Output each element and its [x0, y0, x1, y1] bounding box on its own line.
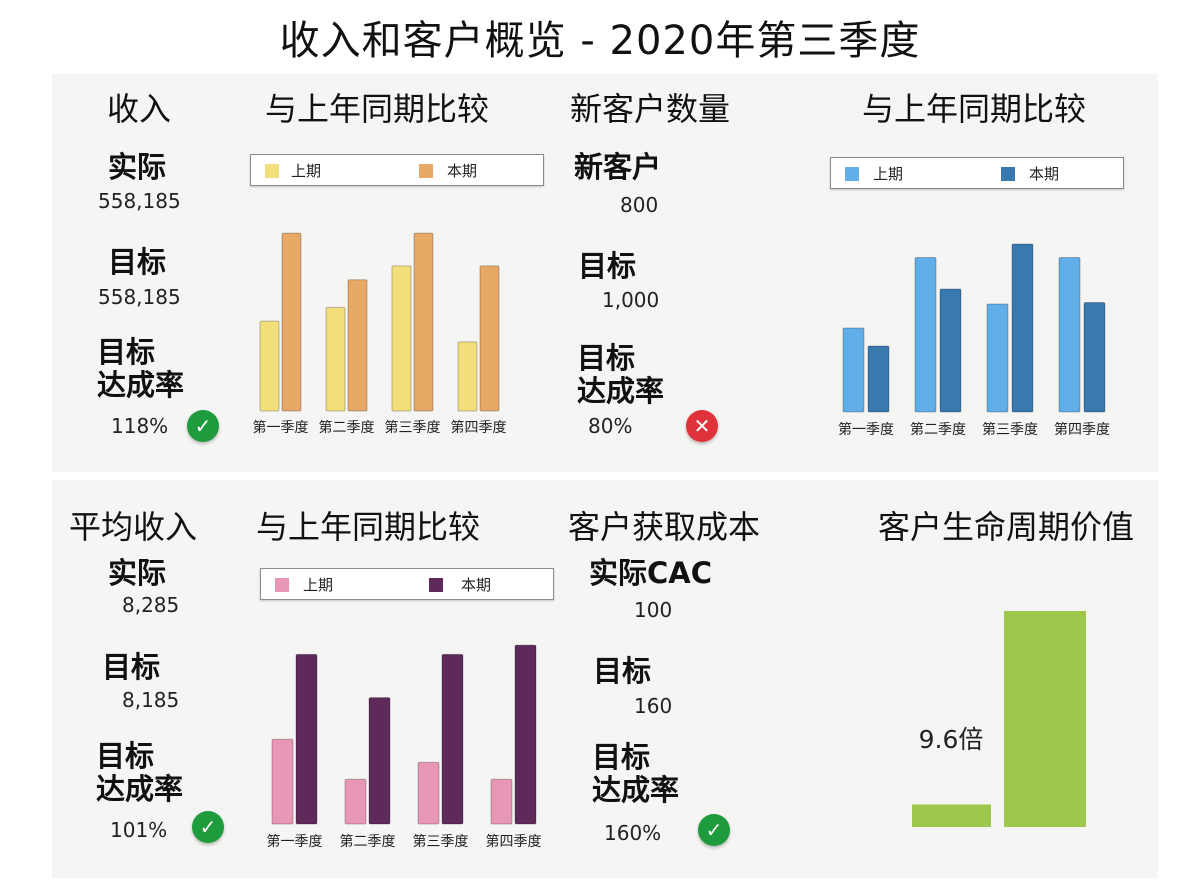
- revenue-heading: 收入: [107, 90, 172, 128]
- bar-prev-q2: [914, 257, 937, 413]
- category-label-q2: 第二季度: [910, 421, 966, 438]
- category-label-q2: 第二季度: [340, 833, 396, 850]
- avg-revenue-heading: 平均收入: [69, 508, 198, 546]
- bar-curr-q3: [413, 232, 434, 412]
- legend-label-curr: 本期: [447, 162, 478, 180]
- legend-swatch-prev: [845, 167, 859, 181]
- bar-curr-q1: [867, 345, 890, 413]
- clv-chart: 9.6倍: [912, 611, 1086, 827]
- bar-curr-q2: [939, 288, 962, 413]
- category-label-q4: 第四季度: [1054, 421, 1110, 438]
- avg-revenue-actual-value: 8,285: [122, 593, 180, 617]
- bar-prev-q1: [842, 327, 865, 413]
- cac-actual-value: 100: [634, 598, 673, 622]
- category-label-q3: 第三季度: [982, 421, 1038, 438]
- page-title: 收入和客户概览 - 2020年第三季度: [279, 18, 921, 64]
- bar-prev-q3: [417, 761, 440, 825]
- avg-revenue-rate-label: 目标 达成率: [96, 739, 184, 806]
- category-label-q4: 第四季度: [486, 833, 542, 850]
- cac-rate-value: 160%: [604, 821, 662, 845]
- avg-revenue-actual-label: 实际: [108, 556, 167, 590]
- legend-swatch-curr: [419, 164, 433, 178]
- revenue-target-value: 558,185: [98, 285, 181, 309]
- cac-rate-label: 目标 达成率: [592, 740, 680, 807]
- top-panel: 收入 实际 558,185 目标 558,185 目标 达成率 118% ✓ 与…: [52, 74, 1158, 472]
- bar-curr-q4: [479, 265, 500, 412]
- clv-title: 客户生命周期价值: [878, 508, 1135, 546]
- bar-prev-q1: [271, 738, 294, 825]
- customers-actual-label: 新客户: [574, 150, 662, 184]
- customers-target-value: 1,000: [602, 288, 660, 312]
- legend-swatch-prev: [265, 164, 279, 178]
- avg-revenue-yoy-title: 与上年同期比较: [256, 508, 481, 546]
- customers-yoy-legend: 上期 本期: [830, 157, 1124, 189]
- customers-heading: 新客户数量: [570, 90, 731, 128]
- category-label-q3: 第三季度: [385, 419, 441, 436]
- customers-rate-label: 目标 达成率: [577, 341, 665, 408]
- legend-label-prev: 上期: [291, 162, 322, 180]
- avg-revenue-target-label: 目标: [102, 650, 161, 684]
- bar-curr-q4: [1083, 302, 1106, 413]
- legend-label-prev: 上期: [873, 165, 904, 183]
- legend-swatch-curr: [1001, 167, 1015, 181]
- bar-prev-q4: [1058, 257, 1081, 413]
- clv-annotation: 9.6倍: [919, 725, 984, 754]
- category-label-q2: 第二季度: [319, 419, 375, 436]
- bar-prev-q3: [986, 303, 1009, 413]
- avg-revenue-yoy-chart: 第一季度 第二季度 第三季度 第四季度: [267, 644, 542, 850]
- avg-revenue-target-value: 8,185: [122, 688, 180, 712]
- revenue-target-label: 目标: [108, 245, 167, 279]
- cac-actual-label: 实际CAC: [589, 556, 713, 590]
- revenue-yoy-legend: 上期 本期: [250, 154, 544, 186]
- bar-prev-q2: [325, 306, 346, 412]
- bar-prev-q3: [391, 265, 412, 412]
- cac-heading: 客户获取成本: [568, 508, 761, 546]
- bar-prev-q4: [490, 778, 513, 825]
- legend-label-prev: 上期: [303, 576, 334, 594]
- bar-curr-q1: [295, 653, 318, 825]
- customers-actual-value: 800: [620, 193, 659, 217]
- customers-rate-value: 80%: [588, 414, 633, 438]
- bar-curr-q3: [441, 653, 464, 825]
- bottom-panel: 平均收入 实际 8,285 目标 8,185 目标 达成率 101% ✓ 与上年…: [52, 480, 1158, 878]
- revenue-rate-value: 118%: [111, 414, 169, 438]
- legend-swatch-prev: [275, 578, 289, 592]
- bar-curr-q2: [368, 697, 391, 825]
- revenue-yoy-chart: 第一季度 第二季度 第三季度 第四季度: [253, 232, 507, 436]
- check-icon: ✓: [192, 811, 224, 843]
- customers-target-label: 目标: [578, 249, 637, 283]
- bar-prev-q2: [344, 778, 367, 825]
- customers-yoy-chart: 第一季度 第二季度 第三季度 第四季度: [838, 243, 1110, 438]
- revenue-actual-label: 实际: [108, 150, 167, 184]
- legend-swatch-curr: [429, 578, 443, 592]
- check-icon: ✓: [698, 814, 730, 846]
- revenue-rate-label: 目标 达成率: [97, 335, 185, 402]
- customers-yoy-title: 与上年同期比较: [862, 90, 1087, 128]
- cac-target-value: 160: [634, 694, 673, 718]
- clv-bar-1: [912, 804, 991, 827]
- legend-label-curr: 本期: [461, 576, 492, 594]
- category-label-q1: 第一季度: [267, 833, 323, 850]
- avg-revenue-yoy-legend: 上期 本期: [260, 568, 554, 600]
- legend-label-curr: 本期: [1029, 165, 1060, 183]
- category-label-q1: 第一季度: [253, 419, 309, 436]
- category-label-q4: 第四季度: [451, 419, 507, 436]
- bar-prev-q4: [457, 341, 478, 412]
- bar-curr-q1: [281, 232, 302, 412]
- revenue-yoy-title: 与上年同期比较: [265, 90, 490, 128]
- avg-revenue-rate-value: 101%: [110, 818, 168, 842]
- cac-target-label: 目标: [593, 654, 652, 688]
- bar-curr-q3: [1011, 243, 1034, 413]
- clv-bar-2: [1004, 611, 1086, 827]
- cross-icon: ✕: [686, 410, 718, 442]
- bar-prev-q1: [259, 320, 280, 412]
- category-label-q1: 第一季度: [838, 421, 894, 438]
- category-label-q3: 第三季度: [413, 833, 469, 850]
- bar-curr-q4: [514, 644, 537, 825]
- revenue-actual-value: 558,185: [98, 189, 181, 213]
- check-icon: ✓: [187, 410, 219, 442]
- bar-curr-q2: [347, 279, 368, 412]
